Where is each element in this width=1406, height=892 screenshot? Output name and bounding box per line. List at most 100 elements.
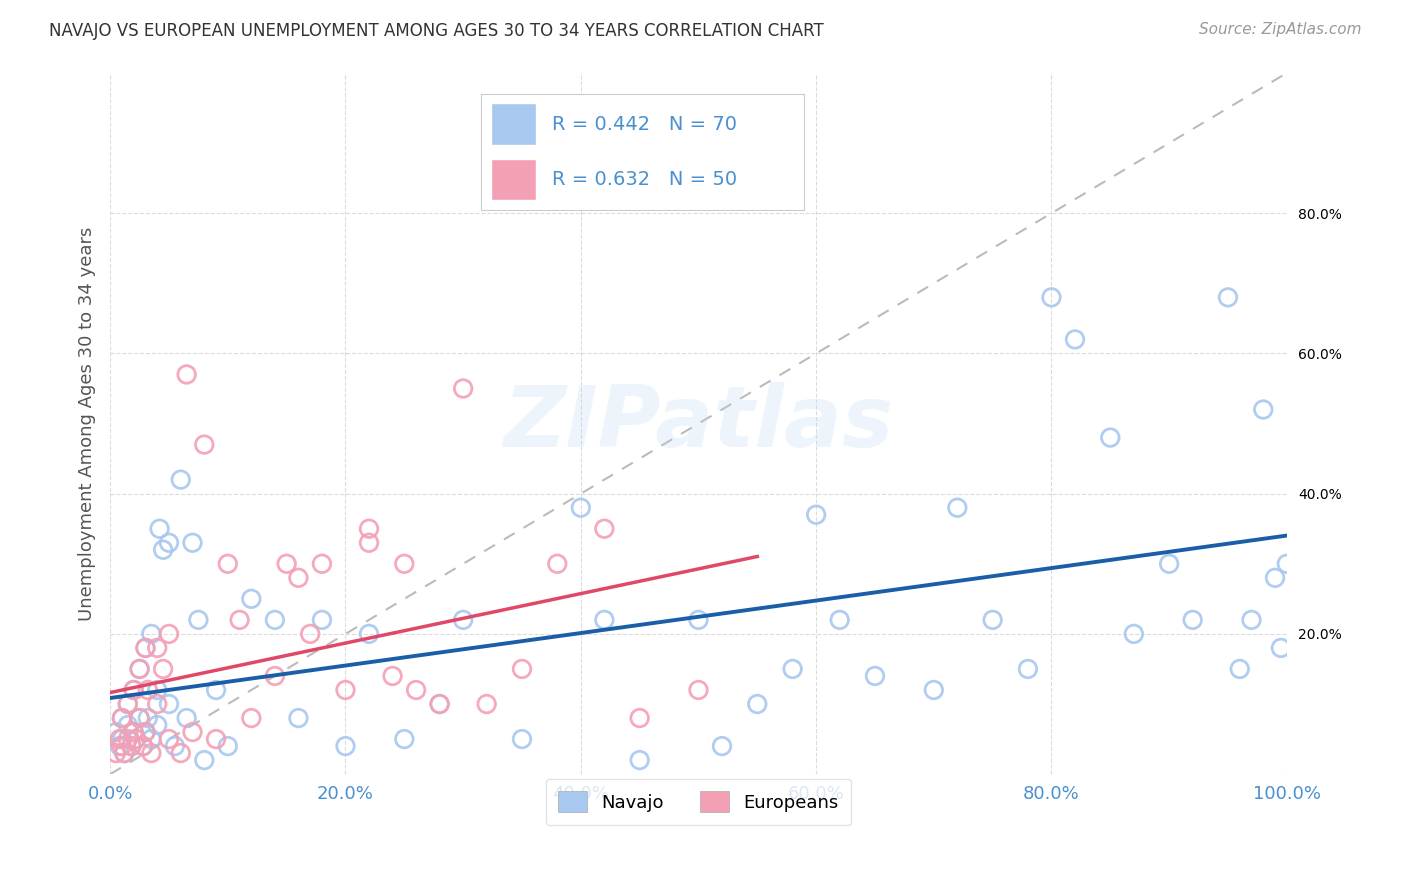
Point xyxy=(112,746,135,760)
Point xyxy=(1251,402,1274,417)
Point xyxy=(357,627,380,641)
Point xyxy=(429,697,451,711)
Point xyxy=(132,739,155,753)
Point xyxy=(128,662,150,676)
Point xyxy=(170,746,193,760)
Point xyxy=(451,613,474,627)
Point xyxy=(117,732,139,747)
Point xyxy=(157,697,180,711)
Point xyxy=(569,500,592,515)
Point xyxy=(152,542,174,557)
Point xyxy=(136,683,159,698)
Point xyxy=(105,746,128,760)
Point xyxy=(163,739,186,753)
Point xyxy=(922,683,945,698)
Point xyxy=(120,739,142,753)
Point xyxy=(1017,662,1039,676)
Point xyxy=(217,739,239,753)
Point xyxy=(122,725,145,739)
Point xyxy=(170,473,193,487)
Point xyxy=(451,382,474,396)
Text: ZIPatlas: ZIPatlas xyxy=(503,382,894,465)
Point xyxy=(287,711,309,725)
Point xyxy=(1064,333,1087,347)
Point xyxy=(264,669,287,683)
Point xyxy=(1181,613,1204,627)
Point xyxy=(1270,640,1292,655)
Point xyxy=(125,732,148,747)
Point xyxy=(405,683,427,698)
Point xyxy=(187,613,209,627)
Point xyxy=(181,535,204,549)
Point xyxy=(782,662,804,676)
Point xyxy=(136,711,159,725)
Point xyxy=(394,732,416,747)
Point xyxy=(1216,290,1239,304)
Point xyxy=(134,640,156,655)
Point xyxy=(105,725,128,739)
Point xyxy=(141,627,163,641)
Point xyxy=(593,613,616,627)
Point xyxy=(146,697,169,711)
Point xyxy=(688,613,710,627)
Point xyxy=(122,725,145,739)
Point xyxy=(205,683,228,698)
Point xyxy=(1240,613,1263,627)
Point xyxy=(141,746,163,760)
Point xyxy=(193,753,215,767)
Point xyxy=(108,739,131,753)
Point xyxy=(804,508,827,522)
Point xyxy=(688,683,710,698)
Point xyxy=(335,683,357,698)
Point xyxy=(122,683,145,698)
Point xyxy=(828,613,851,627)
Text: NAVAJO VS EUROPEAN UNEMPLOYMENT AMONG AGES 30 TO 34 YEARS CORRELATION CHART: NAVAJO VS EUROPEAN UNEMPLOYMENT AMONG AG… xyxy=(49,22,824,40)
Point xyxy=(157,535,180,549)
Point xyxy=(981,613,1004,627)
Point xyxy=(141,732,163,747)
Point xyxy=(381,669,404,683)
Point xyxy=(335,739,357,753)
Point xyxy=(117,697,139,711)
Point xyxy=(1229,662,1251,676)
Point xyxy=(299,627,322,641)
Point xyxy=(120,739,142,753)
Point xyxy=(217,557,239,571)
Point xyxy=(1159,557,1181,571)
Point xyxy=(863,669,886,683)
Point xyxy=(157,627,180,641)
Point xyxy=(429,697,451,711)
Point xyxy=(311,613,333,627)
Point xyxy=(276,557,298,571)
Point xyxy=(240,591,263,606)
Point xyxy=(111,711,134,725)
Point xyxy=(134,725,156,739)
Point xyxy=(510,662,533,676)
Point xyxy=(108,732,131,747)
Point xyxy=(593,522,616,536)
Point xyxy=(1099,431,1122,445)
Point xyxy=(117,697,139,711)
Point xyxy=(357,535,380,549)
Point xyxy=(146,683,169,698)
Point xyxy=(111,732,134,747)
Point xyxy=(711,739,734,753)
Point xyxy=(193,437,215,451)
Point xyxy=(181,725,204,739)
Point xyxy=(148,522,170,536)
Point xyxy=(1264,571,1286,585)
Point xyxy=(152,662,174,676)
Point xyxy=(311,557,333,571)
Point xyxy=(1122,627,1144,641)
Point xyxy=(125,732,148,747)
Point xyxy=(176,711,198,725)
Point xyxy=(628,711,651,725)
Point xyxy=(264,613,287,627)
Point xyxy=(287,571,309,585)
Point xyxy=(128,662,150,676)
Point xyxy=(475,697,498,711)
Point xyxy=(510,732,533,747)
Point xyxy=(1040,290,1063,304)
Point xyxy=(128,711,150,725)
Point xyxy=(205,732,228,747)
